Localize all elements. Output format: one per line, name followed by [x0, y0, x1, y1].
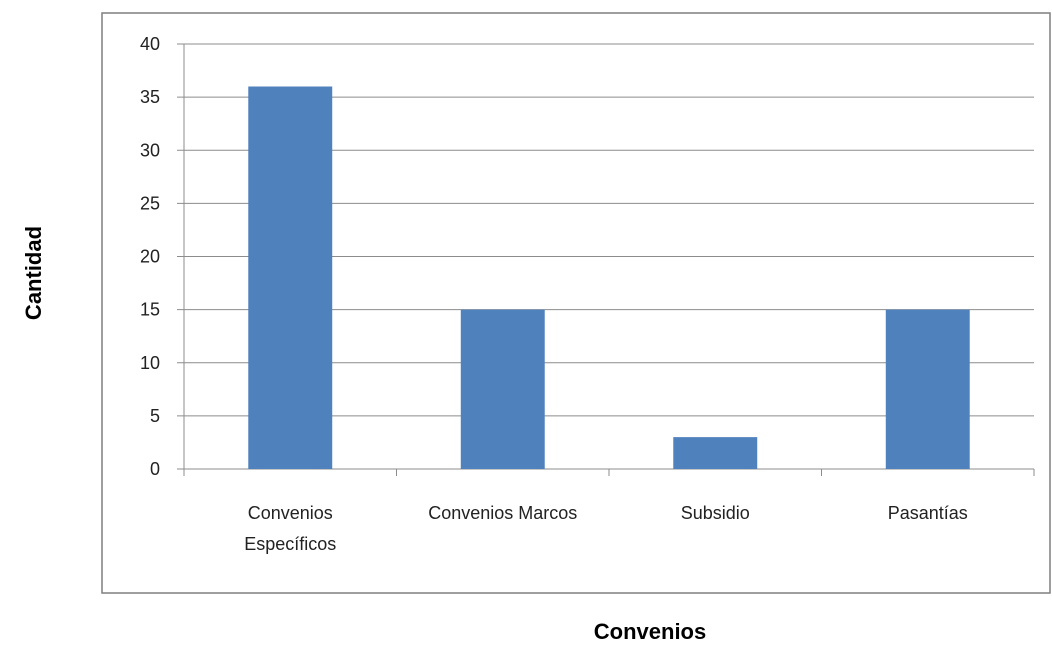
y-tick-label: 0 [150, 459, 160, 479]
y-tick-label: 10 [140, 353, 160, 373]
y-axis-title: Cantidad [21, 225, 46, 321]
y-tick-label: 25 [140, 193, 160, 213]
bars [248, 86, 970, 469]
bar [673, 437, 758, 469]
x-axis-title: Convenios [593, 619, 707, 644]
bar [460, 309, 545, 469]
x-tick-label: Específicos [244, 534, 336, 554]
x-tick-label: Convenios [248, 503, 333, 523]
y-tick-label: 5 [150, 406, 160, 426]
y-tick-label: 40 [140, 34, 160, 54]
bar [885, 309, 970, 469]
y-tick-label: 20 [140, 247, 160, 267]
y-tick-label: 35 [140, 87, 160, 107]
x-tick-label: Pasantías [888, 503, 968, 523]
x-tick-label: Convenios Marcos [428, 503, 577, 523]
bar [248, 86, 333, 469]
y-tick-label: 15 [140, 300, 160, 320]
y-tick-label: 30 [140, 140, 160, 160]
x-tick-label: Subsidio [681, 503, 750, 523]
tick-labels: 0 5 10 15 20 25 30 35 40 Convenios Específicos Conv… [140, 34, 968, 554]
